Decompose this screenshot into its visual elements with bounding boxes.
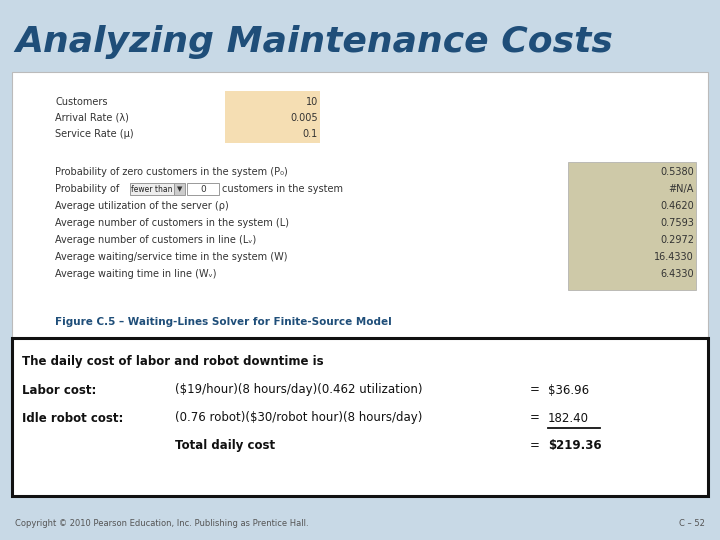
FancyBboxPatch shape (225, 91, 320, 143)
Text: Arrival Rate (λ): Arrival Rate (λ) (55, 113, 129, 123)
Text: Probability of zero customers in the system (P₀): Probability of zero customers in the sys… (55, 167, 288, 177)
FancyBboxPatch shape (174, 183, 185, 195)
Text: =: = (530, 440, 540, 453)
Text: $219.36: $219.36 (548, 440, 602, 453)
Text: C – 52: C – 52 (679, 519, 705, 529)
Text: customers in the system: customers in the system (222, 184, 343, 194)
Text: Customers: Customers (55, 97, 107, 107)
Text: The daily cost of labor and robot downtime is: The daily cost of labor and robot downti… (22, 355, 323, 368)
Text: 0.5380: 0.5380 (660, 167, 694, 177)
Text: Average waiting/service time in the system (W): Average waiting/service time in the syst… (55, 252, 287, 262)
Text: Total daily cost: Total daily cost (175, 440, 275, 453)
Text: Labor cost:: Labor cost: (22, 383, 96, 396)
Text: Average utilization of the server (ρ): Average utilization of the server (ρ) (55, 201, 229, 211)
FancyBboxPatch shape (130, 183, 174, 195)
Text: 0.7593: 0.7593 (660, 218, 694, 228)
Text: Probability of: Probability of (55, 184, 120, 194)
Text: ($19/hour)(8 hours/day)(0.462 utilization): ($19/hour)(8 hours/day)(0.462 utilizatio… (175, 383, 423, 396)
Text: Figure C.5 – Waiting-Lines Solver for Finite-Source Model: Figure C.5 – Waiting-Lines Solver for Fi… (55, 317, 392, 327)
Text: 6.4330: 6.4330 (660, 269, 694, 279)
Text: Average number of customers in line (Lᵥ): Average number of customers in line (Lᵥ) (55, 235, 256, 245)
Text: Service Rate (μ): Service Rate (μ) (55, 129, 134, 139)
Text: Average waiting time in line (Wᵥ): Average waiting time in line (Wᵥ) (55, 269, 217, 279)
Text: Average number of customers in the system (L): Average number of customers in the syste… (55, 218, 289, 228)
FancyBboxPatch shape (568, 162, 696, 290)
Text: Copyright © 2010 Pearson Education, Inc. Publishing as Prentice Hall.: Copyright © 2010 Pearson Education, Inc.… (15, 519, 309, 529)
Text: (0.76 robot)($30/robot hour)(8 hours/day): (0.76 robot)($30/robot hour)(8 hours/day… (175, 411, 423, 424)
Text: $36.96: $36.96 (548, 383, 589, 396)
FancyBboxPatch shape (12, 72, 708, 350)
Text: =: = (530, 411, 540, 424)
Text: 0.2972: 0.2972 (660, 235, 694, 245)
FancyBboxPatch shape (12, 338, 708, 496)
Text: 182.40: 182.40 (548, 411, 589, 424)
Text: =: = (530, 383, 540, 396)
FancyBboxPatch shape (187, 183, 219, 195)
Text: 0.4620: 0.4620 (660, 201, 694, 211)
Text: Analyzing Maintenance Costs: Analyzing Maintenance Costs (15, 25, 613, 59)
Text: fewer than: fewer than (131, 185, 173, 193)
Text: 0: 0 (200, 185, 206, 193)
Text: 0.005: 0.005 (290, 113, 318, 123)
Text: #N/A: #N/A (669, 184, 694, 194)
Text: ▼: ▼ (177, 186, 182, 192)
Text: Idle robot cost:: Idle robot cost: (22, 411, 123, 424)
Text: 16.4330: 16.4330 (654, 252, 694, 262)
Text: 10: 10 (306, 97, 318, 107)
Text: 0.1: 0.1 (302, 129, 318, 139)
